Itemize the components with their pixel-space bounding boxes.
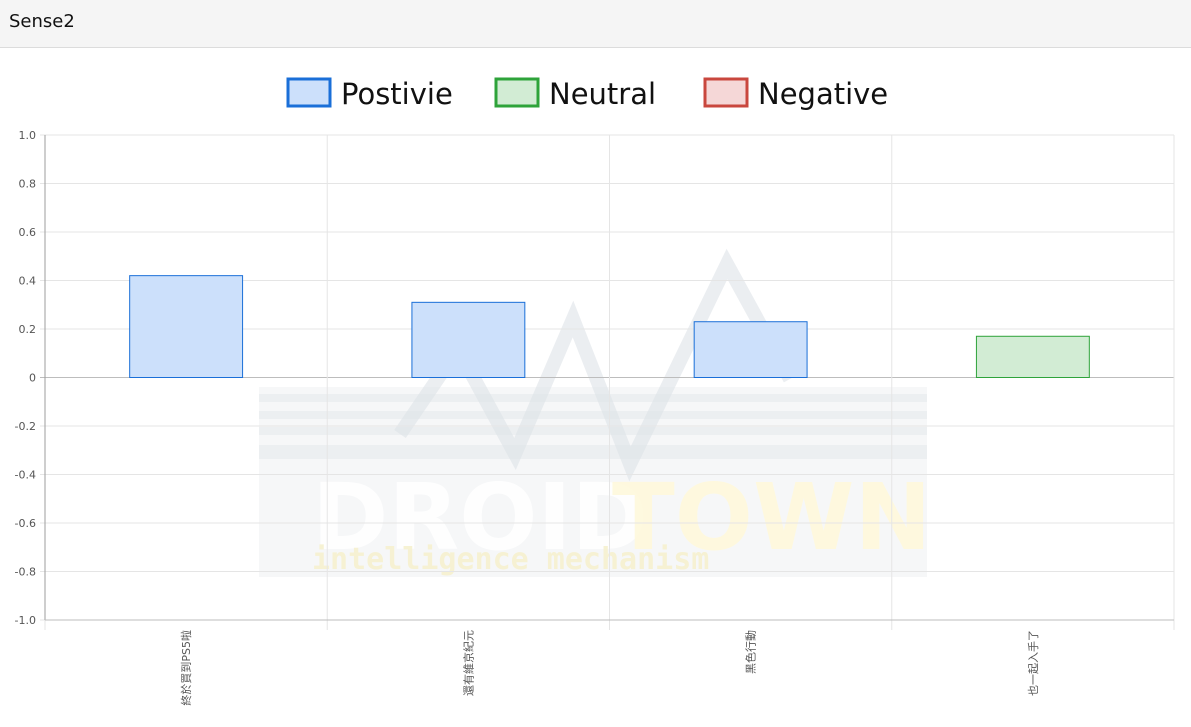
bar-1[interactable]	[129, 275, 244, 378]
watermark-brand-left: DROID	[312, 464, 648, 571]
sentiment-chart: DROID TOWN intelligence mechanism Postiv…	[0, 49, 1191, 727]
x-axis-labels: 終於買到PS5啦 還有維京紀元 黑色行動 也一起入手了	[179, 630, 1040, 706]
y-tick-label: 0.4	[19, 275, 37, 288]
legend-label-positive[interactable]: Postivie	[341, 77, 453, 111]
y-tick-label: 0.6	[19, 226, 37, 239]
chart-svg: DROID TOWN intelligence mechanism Postiv…	[15, 77, 1175, 706]
y-tick-label: -1.0	[15, 614, 36, 627]
chart-axes	[44, 135, 1174, 621]
y-tick-label: -0.8	[15, 566, 36, 579]
bar-4[interactable]	[975, 335, 1090, 378]
x-category-label: 還有維京紀元	[461, 630, 475, 696]
x-category-label: 也一起入手了	[1026, 630, 1040, 696]
bar-3[interactable]	[693, 321, 808, 379]
chart-legend: Postivie Neutral Negative	[286, 77, 888, 111]
x-category-label: 終於買到PS5啦	[179, 630, 193, 706]
x-category-label: 黑色行動	[744, 630, 758, 674]
legend-label-negative[interactable]: Negative	[758, 77, 888, 111]
legend-swatch-neutral[interactable]	[494, 77, 540, 108]
watermark-brand-right: TOWN	[612, 464, 931, 571]
watermark-logo: DROID TOWN intelligence mechanism	[259, 248, 931, 577]
chart-bars	[129, 275, 1090, 379]
y-tick-label: -0.4	[15, 469, 36, 482]
y-axis-ticks: 1.0 0.8 0.6 0.4 0.2 0 -0.2 -0.4 -0.6 -0.8 -1.0	[15, 129, 36, 627]
legend-swatch-negative[interactable]	[703, 77, 749, 108]
legend-swatch-positive[interactable]	[286, 77, 332, 108]
bar-2[interactable]	[411, 301, 526, 378]
y-tick-label: 0.8	[19, 178, 37, 191]
y-tick-label: 0.2	[19, 323, 37, 336]
y-tick-label: -0.6	[15, 517, 36, 530]
y-tick-label: 1.0	[19, 129, 37, 142]
legend-label-neutral[interactable]: Neutral	[549, 77, 656, 111]
y-tick-label: -0.2	[15, 420, 36, 433]
y-tick-label: 0	[29, 372, 36, 385]
app-header: Sense2	[0, 0, 1191, 48]
app-title: Sense2	[9, 11, 75, 32]
